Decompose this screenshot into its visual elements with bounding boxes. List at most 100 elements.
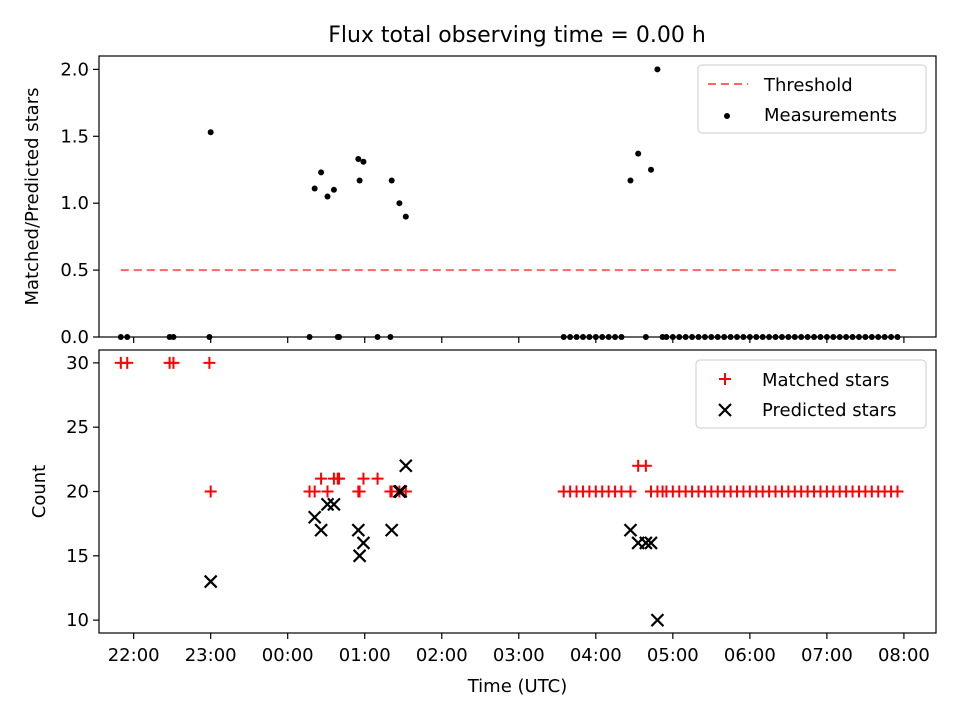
measurement-point xyxy=(862,334,869,340)
predicted-star-point xyxy=(384,523,399,537)
predicted-marker-b xyxy=(384,523,399,537)
x-tick-label: 08:00 xyxy=(878,645,930,666)
measurement-point xyxy=(355,156,362,163)
predicted-star-point xyxy=(327,497,341,512)
predicted-marker-b xyxy=(399,458,413,473)
predicted-marker-b xyxy=(639,536,653,550)
x-axis-label: Time (UTC) xyxy=(467,676,568,697)
measurement-point xyxy=(766,334,773,340)
measurement-point xyxy=(798,334,805,340)
matched-star-point xyxy=(321,485,334,498)
predicted-marker-b xyxy=(320,497,335,512)
y-tick-label: 25 xyxy=(66,417,89,438)
legend-predicted-swatch-b xyxy=(718,403,732,417)
legend-measurements-swatch xyxy=(724,113,730,119)
predicted-star-point xyxy=(393,484,408,499)
measurement-point xyxy=(817,334,824,340)
measurement-point xyxy=(868,334,875,340)
predicted-star-point xyxy=(351,523,366,537)
measurement-point xyxy=(356,177,363,184)
matched-star-point xyxy=(308,485,321,498)
measurement-point xyxy=(881,334,888,340)
y-axis-label: Matched/Predicted stars xyxy=(22,88,43,306)
predicted-star-point xyxy=(314,523,328,537)
predicted-marker-b xyxy=(623,523,638,537)
predicted-star-point xyxy=(639,536,653,550)
measurement-point xyxy=(823,334,830,340)
predicted-star-point xyxy=(320,497,335,512)
measurement-point xyxy=(811,334,818,340)
measurement-point xyxy=(804,334,811,340)
x-tick-label: 04:00 xyxy=(570,645,622,666)
y-tick-label: 0.5 xyxy=(60,260,89,281)
measurement-point xyxy=(579,334,586,340)
measurement-point xyxy=(689,334,696,340)
measurement-point xyxy=(206,334,213,340)
measurement-point xyxy=(654,66,661,73)
measurement-point xyxy=(374,334,381,340)
measurement-point xyxy=(682,334,689,340)
measurement-point xyxy=(627,177,634,184)
matched-star-point xyxy=(204,485,217,498)
measurement-point xyxy=(669,334,676,340)
y-tick-label: 20 xyxy=(66,482,89,503)
measurement-point xyxy=(778,334,785,340)
measurement-point xyxy=(599,334,606,340)
matched-star-point xyxy=(333,472,346,485)
y-tick-label: 15 xyxy=(66,546,89,567)
measurement-point xyxy=(388,177,395,184)
measurement-point xyxy=(695,334,702,340)
predicted-star-point xyxy=(356,536,371,550)
predicted-marker-b xyxy=(351,523,366,537)
matched-star-point xyxy=(891,485,904,498)
measurement-point xyxy=(753,334,760,340)
matched-star-point xyxy=(371,472,384,485)
predicted-marker-b xyxy=(352,549,367,563)
panel-2 xyxy=(93,349,937,639)
plot-frame xyxy=(98,55,937,338)
measurement-point xyxy=(336,334,343,340)
panel-1 xyxy=(93,55,937,343)
legend xyxy=(697,64,927,134)
legend-measurements-label: Measurements xyxy=(764,105,897,126)
predicted-marker-b xyxy=(356,536,371,550)
measurement-point xyxy=(759,334,766,340)
measurement-point xyxy=(396,200,403,207)
measurement-point xyxy=(875,334,882,340)
x-tick-label: 02:00 xyxy=(416,645,468,666)
measurement-point xyxy=(567,334,574,340)
measurement-point xyxy=(746,334,753,340)
measurement-point xyxy=(772,334,779,340)
matched-star-point xyxy=(624,485,637,498)
predicted-marker-b xyxy=(307,510,322,525)
y-tick-label: 2.0 xyxy=(60,59,89,80)
x-tick-label: 01:00 xyxy=(339,645,391,666)
measurement-point xyxy=(612,334,619,340)
legend-predicted-label: Predicted stars xyxy=(762,400,896,421)
matched-star-point xyxy=(315,472,328,485)
predicted-marker-b xyxy=(203,574,218,589)
measurement-point xyxy=(642,334,649,340)
predicted-marker-b xyxy=(314,523,328,537)
y-tick-label: 1.5 xyxy=(60,126,89,147)
measurement-point xyxy=(573,334,580,340)
y-tick-label: 1.0 xyxy=(60,193,89,214)
measurement-point xyxy=(849,334,856,340)
measurement-point xyxy=(117,334,124,340)
predicted-star-point xyxy=(203,574,218,589)
measurement-point xyxy=(734,334,741,340)
matched-star-point xyxy=(203,356,216,369)
measurement-point xyxy=(843,334,850,340)
measurement-point xyxy=(311,185,318,192)
x-tick-label: 23:00 xyxy=(185,645,237,666)
measurement-point xyxy=(701,334,708,340)
legend-box xyxy=(695,359,927,429)
measurement-point xyxy=(207,129,214,136)
measurement-point xyxy=(635,150,642,157)
measurement-point xyxy=(402,213,409,220)
predicted-marker-b xyxy=(327,497,341,512)
measurement-point xyxy=(318,169,325,176)
chart-title: Flux total observing time = 0.00 h xyxy=(328,23,706,48)
matched-star-point xyxy=(121,356,134,369)
measurement-point xyxy=(170,334,177,340)
